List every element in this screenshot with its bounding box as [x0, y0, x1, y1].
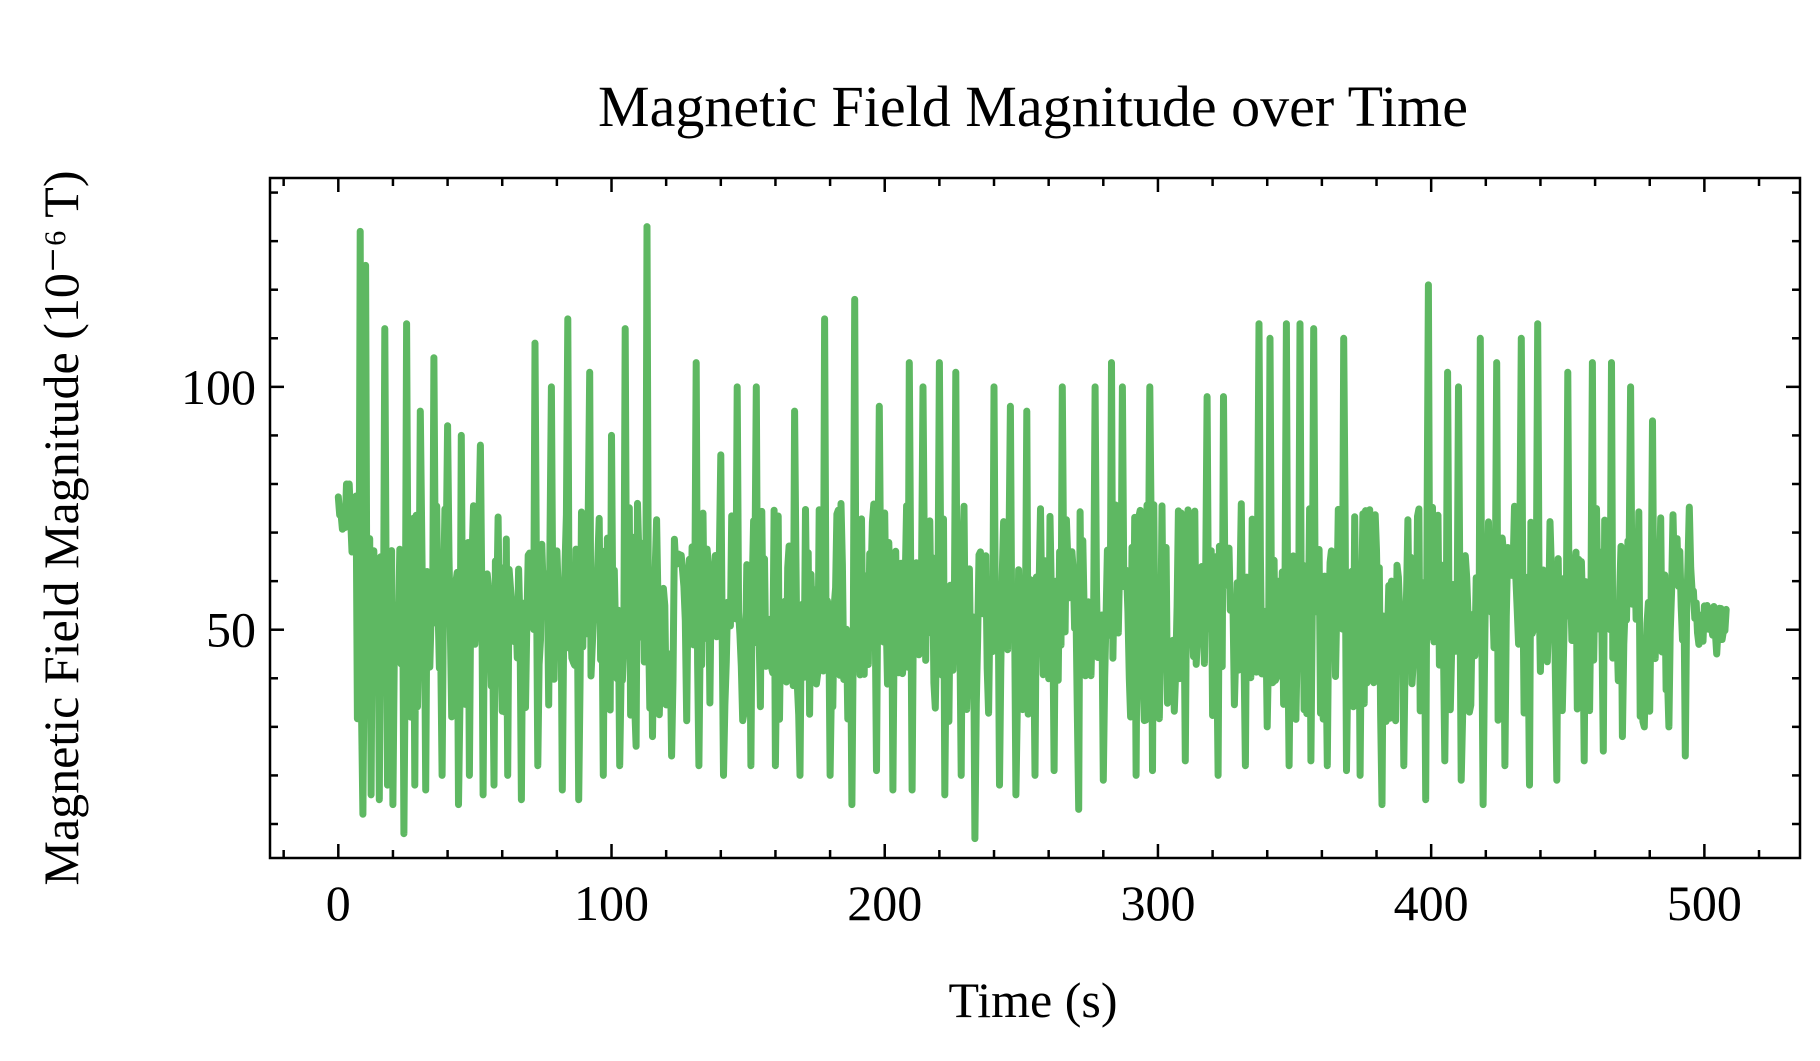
series-line [334, 223, 1730, 843]
x-tick-label: 500 [1667, 875, 1742, 931]
y-tick-label: 100 [181, 359, 256, 415]
x-tick-label: 0 [326, 875, 351, 931]
y-axis-label: Magnetic Field Magnitude (10⁻⁶ T) [33, 171, 89, 886]
x-axis-label: Time (s) [948, 972, 1117, 1028]
y-tick-label: 50 [206, 602, 256, 658]
x-tick-label: 300 [1120, 875, 1195, 931]
chart-title: Magnetic Field Magnitude over Time [598, 74, 1468, 139]
x-tick-label: 400 [1394, 875, 1469, 931]
x-tick-label: 100 [574, 875, 649, 931]
plot-area-frame [268, 176, 1802, 860]
x-tick-label: 200 [847, 875, 922, 931]
